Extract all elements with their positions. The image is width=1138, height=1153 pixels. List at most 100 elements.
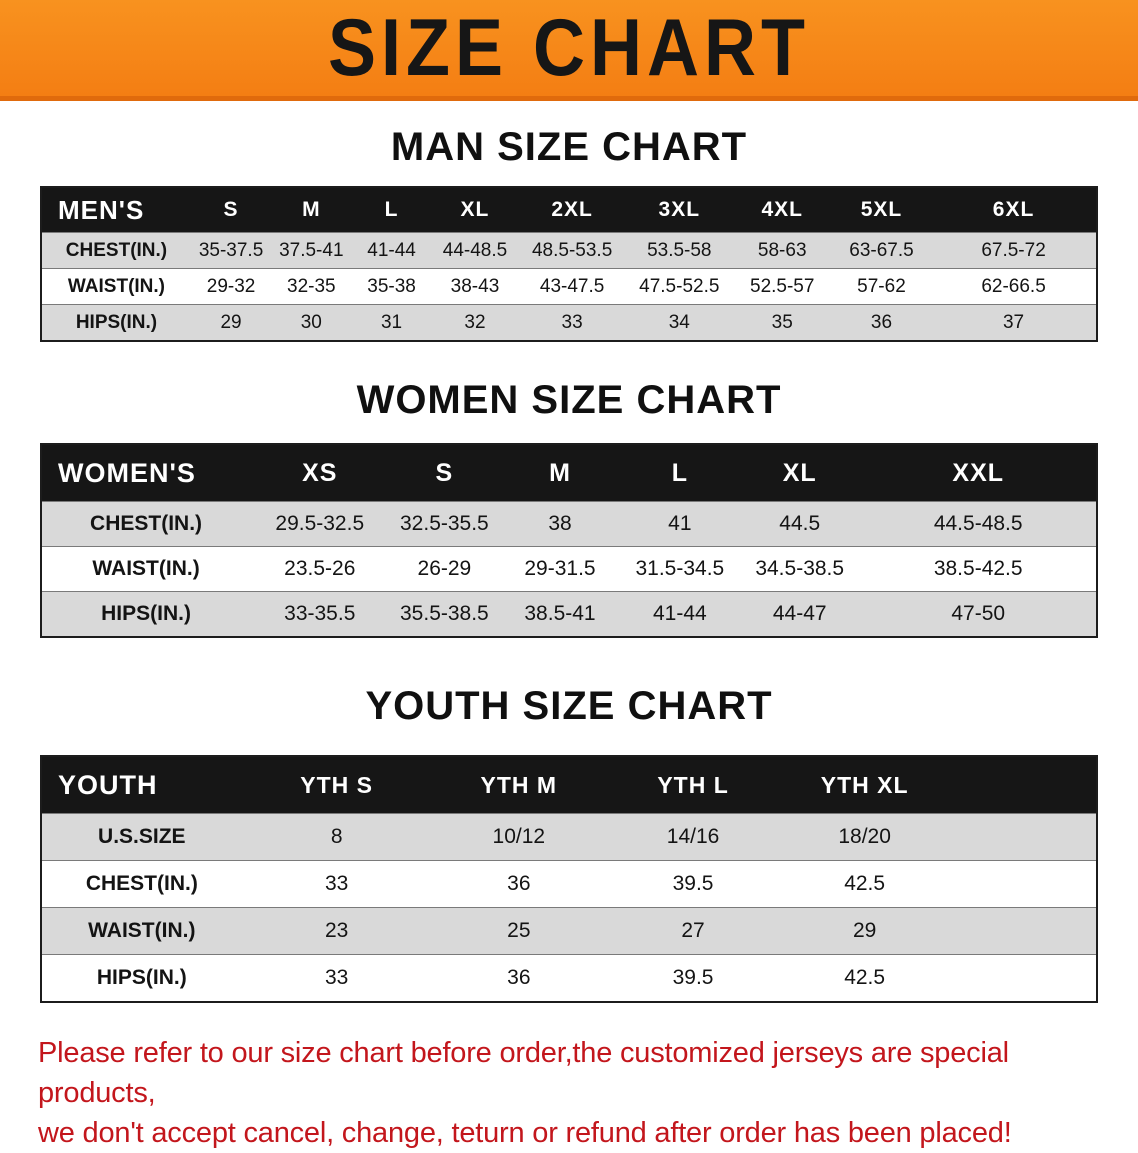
disclaimer-line-1: Please refer to our size chart before or…	[38, 1037, 1009, 1109]
cell: 32	[464, 311, 486, 333]
men-corner-header: MEN'S	[41, 187, 191, 233]
women-header-row: WOMEN'S XS S M L XL XXL	[41, 444, 1097, 502]
banner: SIZE CHART	[0, 0, 1138, 101]
cell: 57-62	[857, 275, 906, 297]
cell: 31	[380, 311, 403, 333]
row-label: CHEST(IN.)	[65, 239, 168, 261]
row-label: WAIST(IN.)	[88, 919, 196, 942]
cell: 29	[220, 311, 242, 333]
cell: 33	[324, 872, 349, 895]
spacer-cell	[949, 756, 1097, 814]
cell: 37	[1002, 311, 1025, 333]
cell: 41-44	[367, 239, 416, 261]
cell: 35-37.5	[198, 239, 264, 261]
cell: 29.5-32.5	[275, 512, 365, 535]
column-header: 4XL	[732, 187, 832, 233]
cell: 23	[324, 919, 349, 942]
cell: 29	[852, 919, 877, 942]
cell: 67.5-72	[981, 239, 1046, 261]
men-section-heading: MAN SIZE CHART	[390, 125, 748, 169]
women-section-heading: WOMEN SIZE CHART	[356, 378, 782, 422]
column-header: M	[271, 187, 352, 233]
cell: 38	[548, 512, 572, 535]
page-title: SIZE CHART	[328, 3, 810, 93]
youth-hips-row: HIPS(IN.) 33 36 39.5 42.5	[41, 954, 1097, 1002]
column-header: S	[190, 187, 272, 233]
women-size-table: WOMEN'S XS S M L XL XXL CHEST(IN.) 29.5-…	[40, 443, 1098, 638]
youth-waist-row: WAIST(IN.) 23 25 27 29	[41, 907, 1097, 955]
cell: 33	[324, 966, 349, 989]
cell: 47.5-52.5	[639, 275, 720, 297]
cell: 39.5	[672, 872, 714, 895]
men-hips-row: HIPS(IN.) 29 30 31 32 33 34 35 36 37	[41, 304, 1097, 341]
cell: 52.5-57	[750, 275, 815, 297]
men-header-row: MEN'S S M L XL 2XL 3XL 4XL 5XL 6XL	[41, 187, 1097, 233]
cell: 34	[668, 311, 690, 333]
cell: 31.5-34.5	[635, 557, 725, 580]
cell: 35.5-38.5	[400, 602, 489, 625]
column-header: XS	[250, 444, 390, 502]
cell: 33	[561, 311, 583, 333]
cell: 41	[668, 512, 692, 535]
cell: 63-67.5	[849, 239, 914, 261]
cell: 25	[507, 919, 531, 942]
cell: 38.5-41	[524, 602, 596, 625]
cell: 53.5-58	[647, 239, 712, 261]
women-waist-row: WAIST(IN.) 23.5-26 26-29 29-31.5 31.5-34…	[41, 546, 1097, 592]
women-chest-row: CHEST(IN.) 29.5-32.5 32.5-35.5 38 41 44.…	[41, 501, 1097, 547]
cell: 58-63	[757, 239, 807, 261]
women-hips-row: HIPS(IN.) 33-35.5 35.5-38.5 38.5-41 41-4…	[41, 591, 1097, 637]
row-label: CHEST(IN.)	[85, 872, 198, 895]
men-waist-row: WAIST(IN.) 29-32 32-35 35-38 38-43 43-47…	[41, 268, 1097, 305]
row-label: CHEST(IN.)	[90, 512, 203, 535]
men-size-table: MEN'S S M L XL 2XL 3XL 4XL 5XL 6XL CHEST…	[40, 186, 1098, 342]
cell: 36	[507, 872, 531, 895]
youth-header-row: YOUTH YTH S YTH M YTH L YTH XL	[41, 756, 1097, 814]
spacer-cell	[949, 861, 1097, 908]
cell: 14/16	[666, 825, 720, 848]
cell: 36	[507, 966, 531, 989]
cell: 23.5-26	[284, 557, 356, 580]
disclaimer: Please refer to our size chart before or…	[38, 1033, 1100, 1153]
cell: 32-35	[287, 275, 336, 297]
cell: 8	[330, 825, 343, 848]
youth-chest-row: CHEST(IN.) 33 36 39.5 42.5	[41, 860, 1097, 908]
disclaimer-line-2: we don't accept cancel, change, teturn o…	[38, 1117, 1012, 1149]
cell: 34.5-38.5	[755, 557, 845, 580]
column-header: S	[389, 444, 500, 502]
youth-section-heading: YOUTH SIZE CHART	[365, 684, 773, 728]
row-label: HIPS(IN.)	[75, 311, 158, 333]
cell: 48.5-53.5	[531, 239, 613, 261]
cell: 44.5-48.5	[933, 512, 1023, 535]
column-header: L	[620, 444, 739, 502]
cell: 29-31.5	[524, 557, 596, 580]
cell: 35-38	[367, 275, 416, 297]
cell: 44.5	[779, 512, 821, 535]
cell: 47-50	[951, 602, 1006, 625]
cell: 26-29	[417, 557, 472, 580]
cell: 35	[771, 311, 793, 333]
cell: 10/12	[492, 825, 546, 848]
cell: 32.5-35.5	[400, 512, 489, 535]
column-header: YTH XL	[780, 756, 950, 814]
cell: 37.5-41	[279, 239, 344, 261]
cell: 27	[681, 919, 705, 942]
column-header: 3XL	[625, 187, 733, 233]
column-header: 6XL	[931, 187, 1097, 233]
cell: 30	[300, 311, 322, 333]
cell: 42.5	[844, 872, 886, 895]
spacer-cell	[949, 814, 1097, 861]
cell: 62-66.5	[981, 275, 1046, 297]
row-label: HIPS(IN.)	[101, 602, 191, 625]
cell: 43-47.5	[539, 275, 605, 297]
cell: 42.5	[844, 966, 886, 989]
youth-ussize-row: U.S.SIZE 8 10/12 14/16 18/20	[41, 813, 1097, 861]
column-header: L	[351, 187, 432, 233]
cell: 38-43	[450, 275, 500, 297]
column-header: YTH M	[431, 756, 606, 814]
column-header: XL	[431, 187, 519, 233]
row-label: WAIST(IN.)	[67, 275, 166, 297]
cell: 18/20	[838, 825, 891, 848]
cell: 41-44	[652, 602, 707, 625]
